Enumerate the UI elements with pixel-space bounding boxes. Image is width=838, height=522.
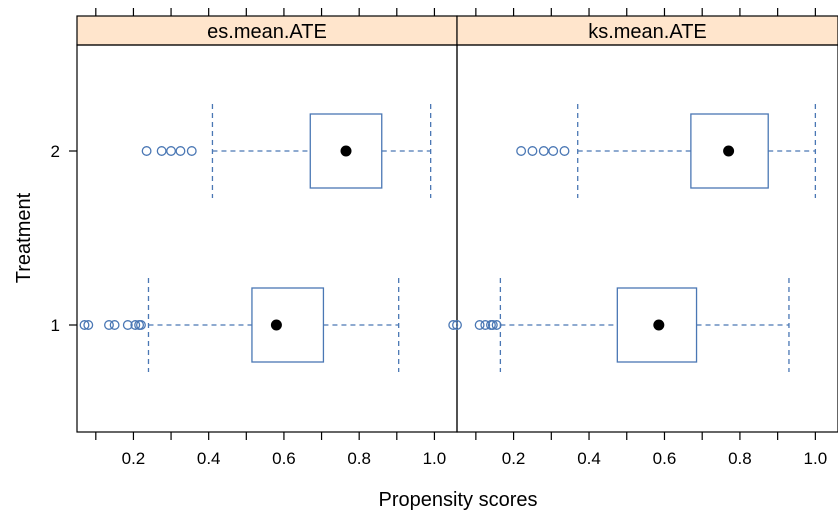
box-iqr: [252, 288, 323, 362]
outlier-point: [176, 147, 185, 156]
panel-frame: [77, 45, 457, 432]
x-tick-label: 0.6: [653, 449, 677, 468]
panel-ks-mean-ate: ks.mean.ATE: [449, 16, 838, 432]
median-dot: [723, 146, 734, 157]
y-tick-label: 2: [51, 142, 60, 161]
x-axis-title: Propensity scores: [379, 489, 538, 511]
x-tick-label: 1.0: [804, 449, 828, 468]
panel-title: es.mean.ATE: [207, 21, 327, 43]
panel-frame: [457, 45, 838, 432]
x-tick-label: 0.8: [347, 449, 371, 468]
median-dot: [341, 146, 352, 157]
panel-es-mean-ate: es.mean.ATE: [77, 16, 457, 432]
outlier-point: [539, 147, 548, 156]
outlier-point: [110, 321, 119, 330]
outlier-point: [187, 147, 196, 156]
panel-title: ks.mean.ATE: [588, 21, 707, 43]
outlier-point: [142, 147, 151, 156]
x-tick-label: 0.2: [122, 449, 146, 468]
x-tick-label: 0.4: [197, 449, 221, 468]
outlier-point: [517, 147, 526, 156]
x-axis: 0.2 0.4 0.6 0.8 1.0 0.2 0.4 0.6 0.8 1.0: [96, 432, 827, 468]
outlier-point: [528, 147, 537, 156]
top-axis-ticks: [96, 8, 816, 16]
y-axis-title: Treatment: [13, 192, 35, 283]
panel-boxes: [80, 104, 430, 372]
panel-boxes: [449, 104, 815, 372]
outlier-point: [560, 147, 569, 156]
median-dot: [653, 320, 664, 331]
y-axis: 12: [51, 142, 77, 335]
outlier-point: [157, 147, 166, 156]
y-tick-label: 1: [51, 316, 60, 335]
outlier-point: [167, 147, 176, 156]
x-tick-label: 0.6: [272, 449, 296, 468]
x-tick-label: 0.8: [728, 449, 752, 468]
outlier-point: [549, 147, 558, 156]
x-tick-label: 0.2: [502, 449, 526, 468]
x-tick-label: 1.0: [423, 449, 447, 468]
median-dot: [271, 320, 282, 331]
x-tick-label: 0.4: [577, 449, 601, 468]
